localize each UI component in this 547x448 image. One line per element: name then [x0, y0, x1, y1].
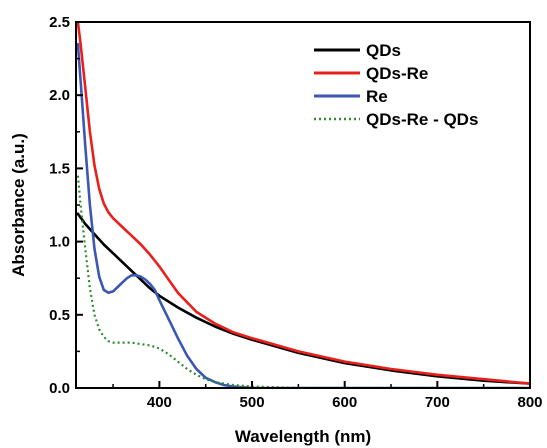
y-tick-label: 2.0	[49, 87, 70, 104]
series-line-qds	[76, 212, 530, 385]
legend: QDs QDs-Re Re QDs-Re - QDs	[314, 41, 478, 129]
x-tick-label: 700	[425, 394, 450, 411]
legend-label: Re	[366, 87, 388, 106]
legend-label: QDs-Re	[366, 64, 428, 83]
x-tick-label: 800	[517, 394, 542, 411]
x-tick-label: 400	[147, 394, 172, 411]
x-tick-label: 500	[240, 394, 265, 411]
series-line-re	[76, 42, 530, 388]
legend-label: QDs-Re - QDs	[366, 110, 478, 129]
y-tick-label: 0.5	[49, 307, 70, 324]
plot-frame	[75, 21, 531, 389]
y-tick-label: 0.0	[49, 380, 70, 397]
y-axis: 0.0 0.5 1.0 1.5 2.0 2.5	[49, 14, 83, 397]
series-line-qds-re-qds	[76, 175, 530, 388]
x-axis-label: Wavelength (nm)	[235, 427, 371, 446]
y-axis-label: Absorbance (a.u.)	[9, 133, 28, 277]
y-tick-label: 1.5	[49, 160, 70, 177]
x-axis: 400 500 600 700 800	[112, 381, 543, 411]
x-tick-label: 600	[332, 394, 357, 411]
y-tick-label: 2.5	[49, 14, 70, 31]
series-line-qds-re	[76, 22, 530, 385]
legend-label: QDs	[366, 41, 401, 60]
y-tick-label: 1.0	[49, 234, 70, 251]
series-layer	[76, 22, 530, 388]
